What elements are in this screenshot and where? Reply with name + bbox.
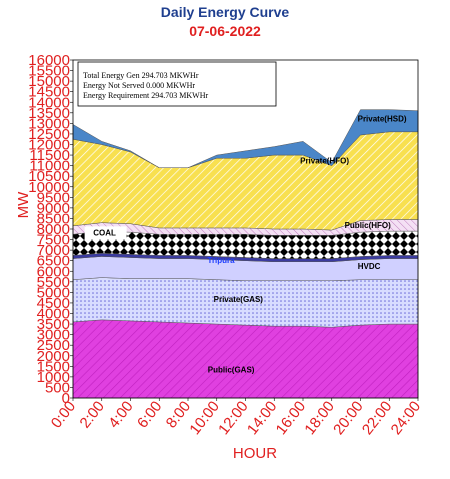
y-tick-label: 2500 — [37, 337, 70, 354]
y-tick-label: 15000 — [28, 73, 70, 90]
x-tick-label: 20:00 — [330, 398, 367, 438]
x-tick-label: 18:00 — [301, 398, 338, 438]
annotation-line: Energy Not Served 0.000 MKWHr — [83, 81, 195, 90]
series-label: Public(GAS) — [208, 366, 255, 375]
y-tick-label: 12500 — [28, 126, 70, 143]
y-tick-label: 14000 — [28, 94, 70, 111]
y-tick-label: 1500 — [37, 358, 70, 375]
x-tick-label: 6:00 — [134, 398, 165, 431]
y-tick-label: 10000 — [28, 179, 70, 196]
y-tick-label: 1000 — [37, 369, 70, 386]
plot-area: Private(HSD) Private(HFO) Public(HFO) COAL T… — [72, 109, 419, 399]
y-tick-label: 4500 — [37, 295, 70, 312]
series-label: COAL — [93, 228, 116, 237]
area-public-gas — [72, 319, 419, 399]
y-tick-label: 3500 — [37, 316, 70, 333]
series-label: HVDC — [358, 262, 381, 271]
y-tick-label: 8000 — [37, 221, 70, 238]
y-tick-label: 11500 — [29, 147, 70, 164]
y-tick-label: 500 — [45, 379, 70, 396]
area-private-hfo — [72, 131, 419, 231]
x-tick-label: 16:00 — [273, 398, 310, 438]
series-label: Private(HSD) — [358, 114, 407, 123]
annotation-line: Energy Requirement 294.703 MKWHr — [83, 91, 208, 100]
y-tick-label: 10500 — [28, 168, 70, 185]
x-tick-label: 4:00 — [105, 398, 136, 431]
chart-title: Daily Energy Curve — [160, 4, 290, 20]
series-label: Private(HFO) — [300, 157, 349, 166]
y-tick-label: 6500 — [37, 253, 70, 270]
y-tick-label: 5000 — [37, 284, 70, 301]
x-tick-label: 14:00 — [244, 398, 281, 438]
annotation-line: Total Energy Gen 294.703 MKWHr — [83, 71, 199, 80]
x-tick-label: 2:00 — [77, 398, 108, 431]
y-tick-label: 9000 — [37, 200, 70, 217]
x-tick-label: 12:00 — [215, 398, 252, 438]
x-tick-label: 22:00 — [359, 398, 396, 438]
y-tick-label: 8500 — [37, 210, 70, 227]
x-tick-label: 24:00 — [388, 398, 425, 438]
coal-label-bg — [84, 226, 127, 240]
y-tick-label: 7000 — [37, 242, 70, 259]
y-tick-label: 5500 — [37, 274, 70, 291]
y-tick-label: 12000 — [28, 137, 70, 154]
y-tick-label: 0 — [62, 390, 70, 407]
y-tick-label: 6000 — [37, 263, 70, 280]
y-tick-label: 13500 — [28, 105, 70, 122]
x-tick-label: 10:00 — [186, 398, 223, 438]
y-tick-label: 11000 — [29, 158, 70, 175]
y-tick-label: 9500 — [37, 189, 70, 206]
x-axis-label: HOUR — [233, 445, 277, 462]
series-label: Private(GAS) — [214, 295, 264, 304]
series-label: Public(HFO) — [345, 221, 392, 230]
y-tick-label: 4000 — [37, 306, 70, 323]
annotation-frame — [77, 61, 277, 107]
y-axis-label: MW — [15, 191, 32, 218]
series-label: Tripura — [208, 256, 236, 265]
y-tick-label: 16000 — [28, 52, 70, 69]
y-tick-label: 2000 — [37, 348, 70, 365]
y-tick-label: 7500 — [37, 232, 70, 249]
chart-date: 07-06-2022 — [189, 23, 261, 39]
y-tick-label: 3000 — [37, 327, 70, 344]
y-tick-label: 15500 — [28, 63, 70, 80]
x-tick-label: 0:00 — [48, 398, 79, 431]
y-tick-label: 14500 — [28, 84, 70, 101]
y-tick-label: 13000 — [28, 115, 70, 132]
